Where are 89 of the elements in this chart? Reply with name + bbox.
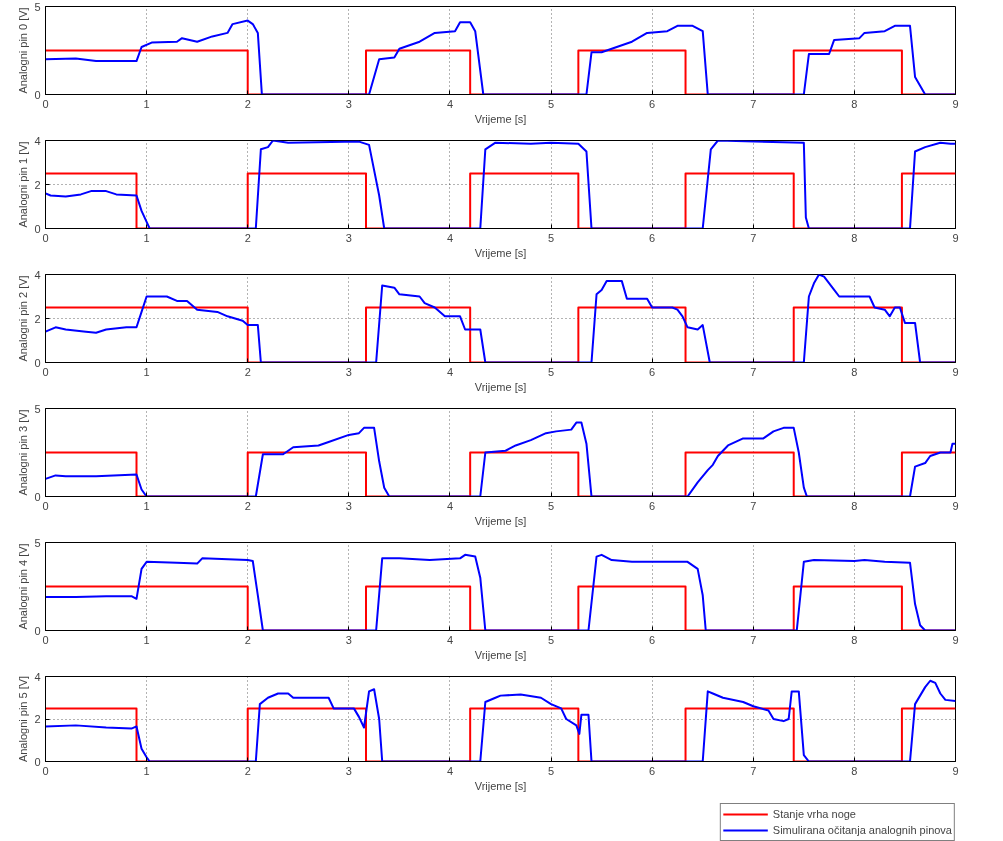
y-tick-label: 0 [34, 222, 41, 235]
x-tick-label: 9 [952, 231, 959, 244]
x-tick-label: 4 [446, 633, 454, 646]
y-tick-label: 0 [34, 624, 41, 637]
x-tick-label: 2 [244, 633, 251, 646]
y-axis-title: Analogni pin 1 [V] [17, 141, 30, 228]
x-tick-label: 1 [143, 365, 150, 378]
x-tick-label: 2 [244, 365, 251, 378]
y-axis-title: Analogni pin 5 [V] [17, 675, 30, 763]
x-tick-label: 7 [750, 365, 757, 378]
x-tick-label: 5 [548, 633, 555, 646]
y-tick-label: 0 [34, 356, 41, 369]
y-tick-label: 2 [34, 312, 41, 325]
x-tick-label: 3 [345, 499, 352, 512]
x-axis-title: Vrijeme [s] [474, 779, 527, 792]
x-axis-title: Vrijeme [s] [474, 112, 527, 125]
x-tick-label: 2 [244, 97, 251, 110]
x-tick-label: 8 [851, 499, 858, 512]
x-tick-label: 5 [548, 365, 555, 378]
x-tick-label: 8 [851, 633, 858, 646]
legend-label: Stanje vrha noge [772, 807, 856, 822]
x-tick-label: 6 [649, 633, 656, 646]
legend-label: Simulirana očitanja analognih pinova [772, 823, 952, 838]
x-tick-label: 8 [851, 764, 858, 777]
x-tick-label: 8 [851, 365, 858, 378]
y-axis-title: Analogni pin 4 [V] [17, 543, 30, 630]
x-tick-label: 0 [42, 365, 49, 378]
x-tick-label: 9 [952, 633, 959, 646]
x-tick-label: 3 [345, 764, 352, 777]
x-tick-label: 3 [345, 231, 352, 244]
x-tick-label: 4 [446, 499, 454, 512]
y-tick-label: 4 [34, 268, 41, 281]
x-tick-label: 9 [952, 365, 959, 378]
x-tick-label: 1 [143, 764, 150, 777]
y-axis-title: Analogni pin 3 [V] [17, 409, 30, 496]
x-tick-label: 4 [446, 365, 454, 378]
y-tick-label: 0 [34, 755, 41, 768]
x-tick-label: 7 [750, 633, 757, 646]
x-tick-label: 3 [345, 365, 352, 378]
x-tick-label: 5 [548, 97, 555, 110]
x-axis-title: Vrijeme [s] [474, 648, 527, 661]
y-tick-label: 0 [34, 490, 41, 503]
x-tick-label: 6 [649, 231, 656, 244]
x-tick-label: 7 [750, 499, 757, 512]
x-axis-title: Vrijeme [s] [474, 514, 527, 527]
y-axis-title: Analogni pin 2 [V] [17, 275, 30, 362]
x-tick-label: 1 [143, 633, 150, 646]
x-tick-label: 2 [244, 231, 251, 244]
x-tick-label: 5 [548, 764, 555, 777]
x-tick-label: 2 [244, 499, 251, 512]
x-tick-label: 6 [649, 499, 656, 512]
x-tick-label: 7 [750, 764, 757, 777]
x-tick-label: 5 [548, 499, 555, 512]
x-tick-label: 3 [345, 633, 352, 646]
y-tick-label: 4 [34, 670, 41, 683]
x-tick-label: 3 [345, 97, 352, 110]
x-tick-label: 1 [143, 499, 150, 512]
x-tick-label: 2 [244, 764, 251, 777]
x-tick-label: 6 [649, 365, 656, 378]
x-tick-label: 8 [851, 97, 858, 110]
x-tick-label: 4 [446, 231, 454, 244]
x-tick-label: 0 [42, 97, 49, 110]
x-tick-label: 6 [649, 97, 656, 110]
x-tick-label: 8 [851, 231, 858, 244]
x-tick-label: 9 [952, 764, 959, 777]
x-tick-label: 5 [548, 231, 555, 244]
y-tick-label: 5 [34, 0, 41, 13]
y-axis-title: Analogni pin 0 [V] [17, 7, 30, 94]
x-tick-label: 4 [446, 97, 454, 110]
x-tick-label: 0 [42, 633, 49, 646]
x-tick-label: 1 [143, 231, 150, 244]
y-tick-label: 2 [34, 713, 41, 725]
y-tick-label: 0 [34, 88, 41, 101]
x-tick-label: 6 [649, 764, 656, 777]
y-tick-label: 4 [34, 134, 41, 147]
x-tick-label: 0 [42, 499, 49, 512]
x-axis-title: Vrijeme [s] [474, 380, 527, 393]
x-tick-label: 0 [42, 231, 49, 244]
x-tick-label: 9 [952, 97, 959, 110]
x-tick-label: 7 [750, 231, 757, 244]
x-tick-label: 1 [143, 97, 150, 110]
y-tick-label: 5 [34, 402, 41, 415]
y-tick-label: 2 [34, 178, 41, 191]
y-tick-label: 5 [34, 536, 41, 549]
x-tick-label: 4 [446, 764, 454, 777]
x-tick-label: 7 [750, 97, 757, 110]
x-tick-label: 9 [952, 499, 959, 512]
x-tick-label: 0 [42, 764, 49, 777]
x-axis-title: Vrijeme [s] [474, 246, 527, 259]
